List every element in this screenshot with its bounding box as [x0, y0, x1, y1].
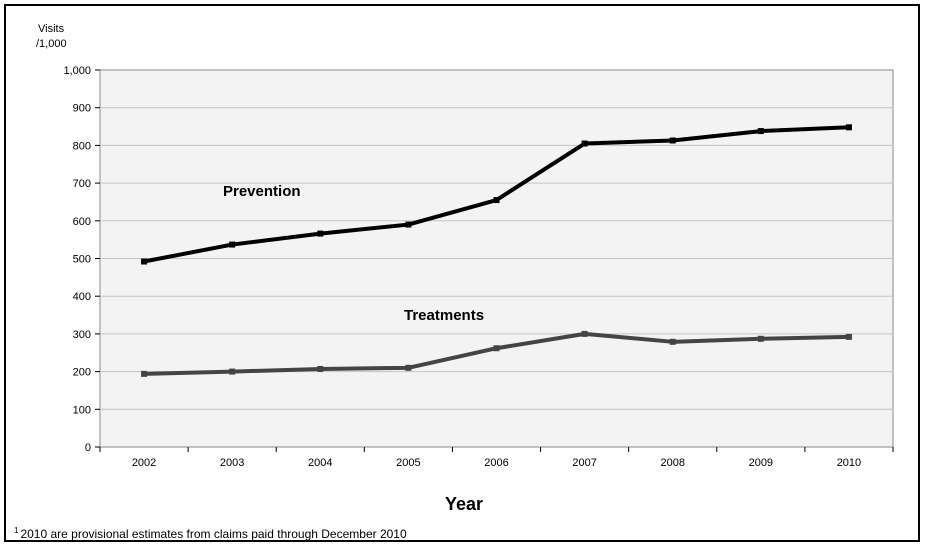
y-tick-label: 800 — [73, 140, 91, 152]
y-tick-label: 500 — [73, 254, 91, 266]
y-tick-label: 700 — [73, 178, 91, 190]
x-axis-ticks: 2002 2003 2004 2005 2006 2007 2008 2009 2010 — [99, 447, 894, 469]
x-tick-label: 2006 — [484, 457, 508, 469]
x-tick-label: 2008 — [660, 457, 684, 469]
series-label-treatments: Treatments — [404, 307, 484, 324]
series-label-prevention: Prevention — [223, 183, 301, 200]
x-tick-label: 2007 — [572, 457, 596, 469]
footnote-marker: 1 — [14, 526, 19, 535]
x-tick-label: 2009 — [749, 457, 773, 469]
data-point-prevention — [405, 221, 412, 228]
y-tick-label: 300 — [73, 329, 91, 341]
data-point-treatments — [581, 330, 588, 337]
data-point-prevention — [757, 128, 764, 135]
data-point-treatments — [493, 345, 500, 352]
y-tick-label: 0 — [85, 442, 91, 454]
x-tick-label: 2003 — [220, 457, 244, 469]
data-point-treatments — [405, 364, 412, 371]
series-group — [141, 124, 852, 377]
data-point-prevention — [229, 241, 236, 248]
data-point-prevention — [669, 137, 676, 144]
footnote-text: 2010 are provisional estimates from clai… — [20, 527, 407, 541]
footnote: 1 2010 are provisional estimates from cla… — [14, 526, 407, 541]
y-axis-label-line2: /1,000 — [36, 38, 67, 50]
y-axis-ticks: 0 100 200 300 400 500 600 700 800 900 1,000 — [63, 65, 100, 454]
x-tick-label: 2010 — [837, 457, 861, 469]
y-tick-label: 100 — [73, 404, 91, 416]
data-point-prevention — [317, 230, 324, 237]
data-point-treatments — [141, 370, 148, 377]
y-tick-label: 600 — [73, 216, 91, 228]
x-tick-label: 2002 — [132, 457, 156, 469]
data-point-prevention — [581, 140, 588, 147]
data-point-treatments — [757, 335, 764, 342]
y-tick-label: 200 — [73, 367, 91, 379]
data-point-treatments — [845, 333, 852, 340]
data-point-prevention — [845, 124, 852, 131]
data-point-prevention — [493, 197, 500, 204]
y-axis-label-line1: Visits — [38, 23, 65, 35]
y-tick-label: 1,000 — [63, 65, 91, 77]
x-axis-label: Year — [445, 494, 483, 514]
data-point-treatments — [229, 368, 236, 375]
x-tick-label: 2004 — [308, 457, 332, 469]
data-point-treatments — [669, 338, 676, 345]
y-tick-label: 400 — [73, 291, 91, 303]
data-point-prevention — [141, 258, 148, 265]
x-tick-label: 2005 — [396, 457, 420, 469]
data-point-treatments — [317, 365, 324, 372]
y-tick-label: 900 — [73, 103, 91, 115]
